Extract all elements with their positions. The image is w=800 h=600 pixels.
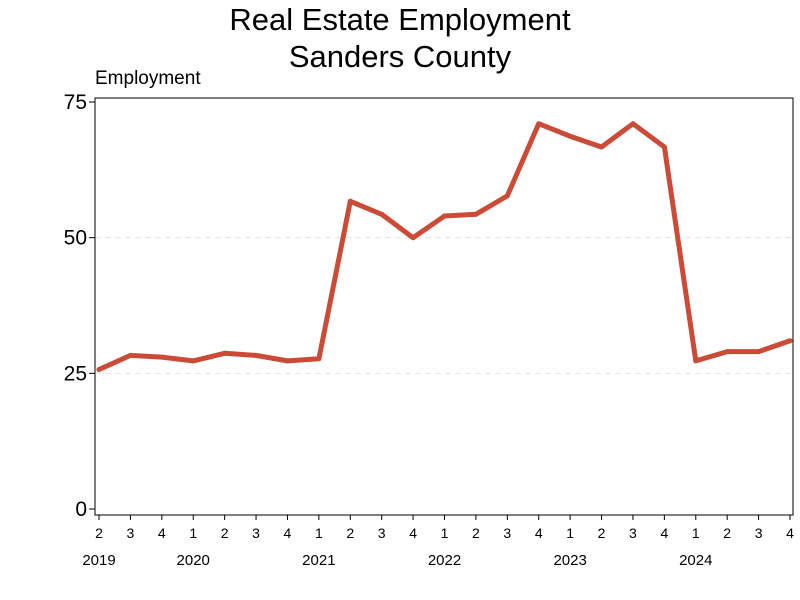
chart-title: Real Estate Employment [229,2,571,37]
x-year-label: 2019 [82,552,115,569]
data-point [504,193,510,199]
x-year-label: 2023 [553,552,586,569]
x-tick-label: 2 [598,525,606,541]
data-point [536,121,542,127]
data-point [96,367,102,373]
data-point [379,211,385,217]
data-point [410,235,416,241]
x-tick-label: 4 [409,525,417,541]
x-year-label: 2022 [428,552,461,569]
data-point [442,213,447,219]
x-tick-label: 1 [315,525,323,541]
x-tick-label: 2 [723,525,731,541]
data-point [630,121,636,127]
x-tick-label: 1 [692,525,700,541]
x-tick-label: 3 [629,525,637,541]
data-point [693,358,699,364]
data-point [567,133,573,139]
x-tick-label: 3 [127,525,135,541]
data-point [284,358,290,364]
x-year-label: 2024 [679,552,712,569]
data-point [127,352,133,358]
x-tick-label: 4 [284,525,292,541]
y-tick-label: 25 [64,362,87,385]
x-tick-label: 3 [252,525,260,541]
data-point [787,338,793,344]
y-tick-label: 75 [64,91,87,114]
x-tick-label: 3 [503,525,511,541]
x-tick-label: 2 [95,525,103,541]
data-point [316,356,322,362]
data-point [222,350,228,356]
y-axis: 0 25 50 75 [64,91,95,521]
data-point [347,198,353,204]
data-point [661,144,667,150]
x-tick-label: 3 [755,525,763,541]
data-point [724,349,730,355]
data-point [159,354,165,360]
y-axis-label: Employment [95,68,201,89]
data-point [190,358,196,364]
x-tick-label: 1 [441,525,449,541]
y-tick-label: 0 [75,498,87,521]
data-point [473,211,479,217]
y-tick-label: 50 [64,227,87,250]
data-point [253,352,259,358]
x-tick-label: 2 [472,525,480,541]
data-point [599,144,605,150]
x-year-label: 2020 [177,552,210,569]
data-point [756,349,762,355]
x-tick-label: 4 [158,525,166,541]
x-tick-label: 4 [535,525,543,541]
x-tick-label: 1 [189,525,197,541]
x-tick-label: 2 [221,525,229,541]
x-year-label: 2021 [302,552,335,569]
x-axis: 2 2019 3 4 1 2020 2 3 4 1 2021 2 3 4 1 2022 2 3 4 1 2023 2 3 4 1… [82,515,794,569]
series-line [96,121,793,372]
x-tick-label: 4 [660,525,668,541]
series-employment [96,121,793,373]
x-tick-label: 3 [378,525,386,541]
x-tick-label: 1 [566,525,574,541]
x-tick-label: 2 [346,525,354,541]
x-tick-label: 4 [786,525,794,541]
chart-subtitle: Sanders County [288,39,512,74]
